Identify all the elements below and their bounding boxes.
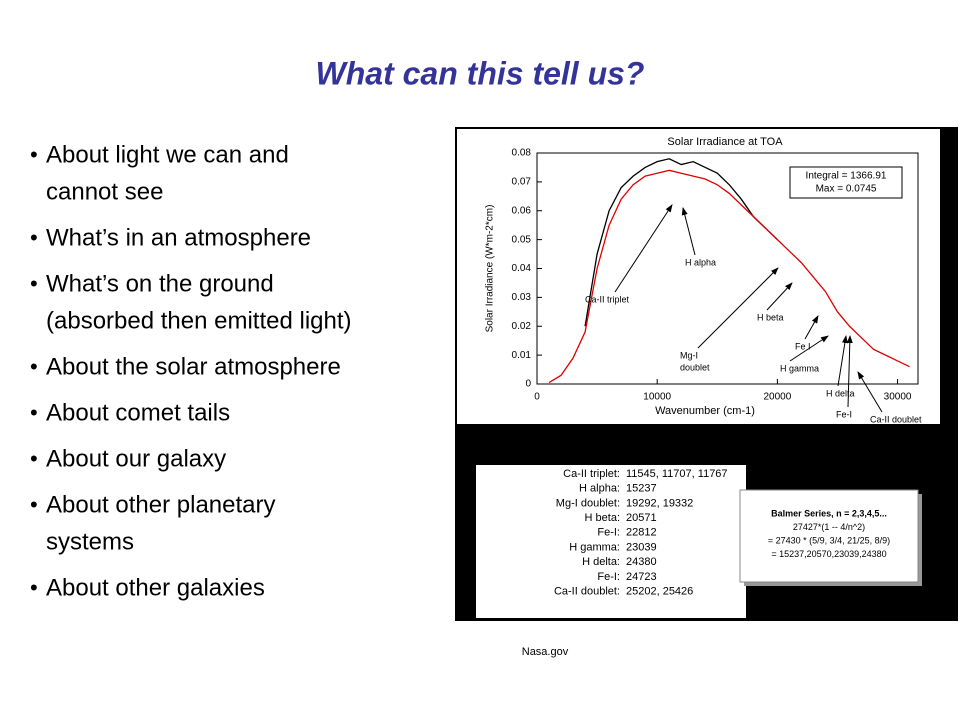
spectrum-line [548, 169, 910, 384]
table-value: 19292, 19332 [626, 497, 693, 509]
bullet-text: What’s on the ground [46, 270, 274, 297]
annotation-arrow [681, 207, 696, 256]
table-value: 24723 [626, 571, 657, 583]
table-value: 22812 [626, 527, 657, 539]
table-label: Fe-I: [597, 571, 620, 583]
bullet-text: About the solar atmosphere [46, 353, 341, 380]
y-tick-label: 0.02 [512, 321, 532, 332]
annotation-arrow [614, 204, 673, 293]
table-label: H delta: [582, 556, 620, 568]
balmer-line: 27427*(1 -- 4/n^2) [793, 522, 865, 532]
bullet-text: What’s in an atmosphere [46, 224, 311, 251]
bullet-dot: • [30, 575, 38, 600]
table-label: Fe-I: [597, 527, 620, 539]
y-tick-label: 0.01 [512, 350, 532, 361]
y-tick-label: 0.06 [512, 205, 532, 216]
info-box [789, 166, 903, 199]
x-tick-label: 10000 [643, 392, 671, 403]
balmer-box [739, 489, 919, 583]
credit: Nasa.gov [522, 646, 569, 658]
annotation-arrow [804, 315, 819, 340]
annotation-arrow [857, 371, 883, 413]
bullet-text: About other planetary [46, 491, 276, 518]
x-axis-label: Wavenumber (cm-1) [655, 405, 755, 417]
table-value: 25202, 25426 [626, 586, 693, 598]
slide-title: What can this tell us? [316, 55, 645, 91]
bullet-text: About light we can and [46, 141, 289, 168]
table-bg [476, 465, 746, 618]
bullet-dot: • [30, 354, 38, 379]
y-tick-label: 0.07 [512, 177, 532, 188]
spectrum-line [584, 158, 778, 327]
y-tick-label: 0.03 [512, 292, 532, 303]
y-axis-label: Solar Irradiance (W*m-2*cm) [485, 205, 496, 333]
info-text: Max = 0.0745 [816, 184, 877, 195]
annotation-arrow [766, 282, 793, 311]
y-tick-label: 0.04 [512, 263, 532, 274]
annotation-arrow [837, 335, 848, 387]
annotation: Mg-I [680, 350, 698, 360]
bullet-dot: • [30, 446, 38, 471]
bullet-dot: • [30, 271, 38, 296]
x-tick-label: 0 [534, 392, 540, 403]
table-value: 15237 [626, 483, 657, 495]
table-label: Ca-II doublet: [554, 586, 620, 598]
annotation: Fe-I [836, 409, 852, 419]
table-label: H gamma: [569, 541, 620, 553]
x-tick-label: 20000 [763, 392, 791, 403]
bullet-text: systems [46, 528, 134, 555]
table-value: 20571 [626, 512, 657, 524]
annotation: H delta [826, 388, 855, 398]
table-label: H alpha: [579, 483, 620, 495]
info-text: Integral = 1366.91 [806, 171, 887, 182]
table-label: H beta: [585, 512, 620, 524]
chart-title: Solar Irradiance at TOA [667, 136, 783, 148]
table-label: Ca-II triplet: [563, 468, 620, 480]
bullet-text: cannot see [46, 178, 163, 205]
bullet-dot: • [30, 142, 38, 167]
table-value: 11545, 11707, 11767 [626, 468, 728, 480]
x-tick-label: 30000 [884, 392, 912, 403]
annotation: H alpha [685, 257, 716, 267]
annotation: doublet [680, 362, 710, 372]
bullet-text: (absorbed then emitted light) [46, 307, 352, 334]
table-value: 24380 [626, 556, 657, 568]
bullet-text: About other galaxies [46, 574, 265, 601]
annotation: H beta [757, 312, 784, 322]
bullet-dot: • [30, 400, 38, 425]
bullet-text: About our galaxy [46, 445, 226, 472]
balmer-line: = 27430 * (5/9, 3/4, 21/25, 8/9) [768, 535, 890, 545]
annotation: H gamma [780, 363, 819, 373]
annotation: Fe I [795, 341, 811, 351]
balmer-line: = 15237,20570,23039,24380 [771, 549, 886, 559]
annotation-arrow [789, 335, 829, 362]
y-tick-label: 0 [525, 379, 531, 390]
y-tick-label: 0.05 [512, 234, 532, 245]
annotation-arrow [846, 335, 853, 408]
annotation: Ca-II doublet [870, 414, 922, 424]
table-value: 23039 [626, 541, 657, 553]
y-tick-label: 0.08 [512, 148, 532, 159]
table-label: Mg-I doublet: [556, 497, 620, 509]
bullet-dot: • [30, 225, 38, 250]
bullet-text: About comet tails [46, 399, 230, 426]
annotation: Ca-II triplet [585, 294, 630, 304]
balmer-line: Balmer Series, n = 2,3,4,5... [771, 508, 887, 518]
bullet-dot: • [30, 492, 38, 517]
annotation-arrow [697, 267, 779, 349]
plot-frame [536, 152, 919, 385]
